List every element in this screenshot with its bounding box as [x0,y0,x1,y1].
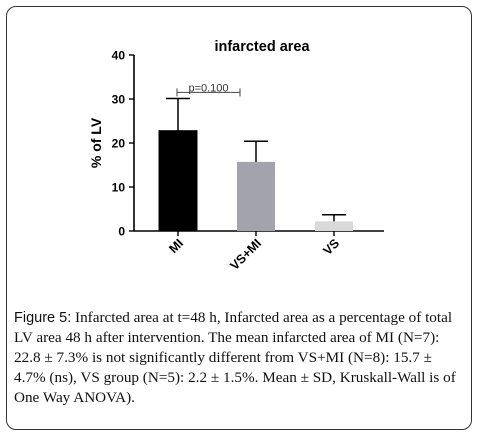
y-tick-label: 20 [112,137,126,151]
chart-title: infarcted area [214,39,310,55]
y-tick-label: 0 [118,225,125,239]
caption-label: Figure 5: [14,310,72,326]
y-tick-label: 10 [112,181,126,195]
bar [237,161,275,231]
p-value-label: p=0.100 [188,82,228,94]
y-tick-label: 40 [112,49,126,63]
y-tick-label: 30 [112,93,126,107]
figure-caption: Figure 5: Infarcted area at t=48 h, Infa… [14,308,466,408]
bar [158,130,198,232]
bar [315,221,353,231]
x-tick-label: VS+MI [227,236,264,273]
caption-text: Infarcted area at t=48 h, Infarcted area… [14,309,456,406]
x-tick-label: VS [320,236,342,258]
y-axis-label: % of LV [88,117,104,168]
x-tick-label: MI [166,236,186,256]
bar-chart: infarcted area % of LV p=0.100 MI VS+MI VS… [88,39,384,273]
